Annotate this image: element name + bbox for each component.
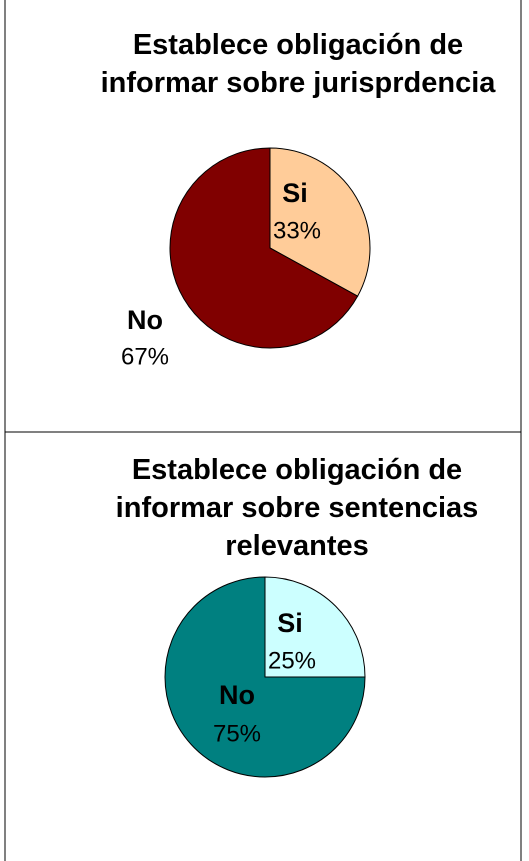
slice-name: Si xyxy=(282,178,308,208)
slice-value: 25% xyxy=(268,647,316,674)
pie-slice xyxy=(269,147,371,297)
slice-value: 75% xyxy=(213,720,261,747)
chart-title: Establece obligación de informar sobre s… xyxy=(115,454,479,562)
slice-value: 67% xyxy=(121,343,169,370)
slice-name: No xyxy=(127,305,163,335)
pie-slice xyxy=(169,147,359,349)
slice-name: Si xyxy=(277,608,303,638)
panel-border xyxy=(4,431,522,861)
slice-value: 33% xyxy=(273,217,321,244)
slice-name: No xyxy=(219,680,255,710)
chart-title: Establece obligación de informar sobre j… xyxy=(100,29,496,99)
pie-slice xyxy=(264,576,366,678)
pie-slice xyxy=(164,576,366,778)
